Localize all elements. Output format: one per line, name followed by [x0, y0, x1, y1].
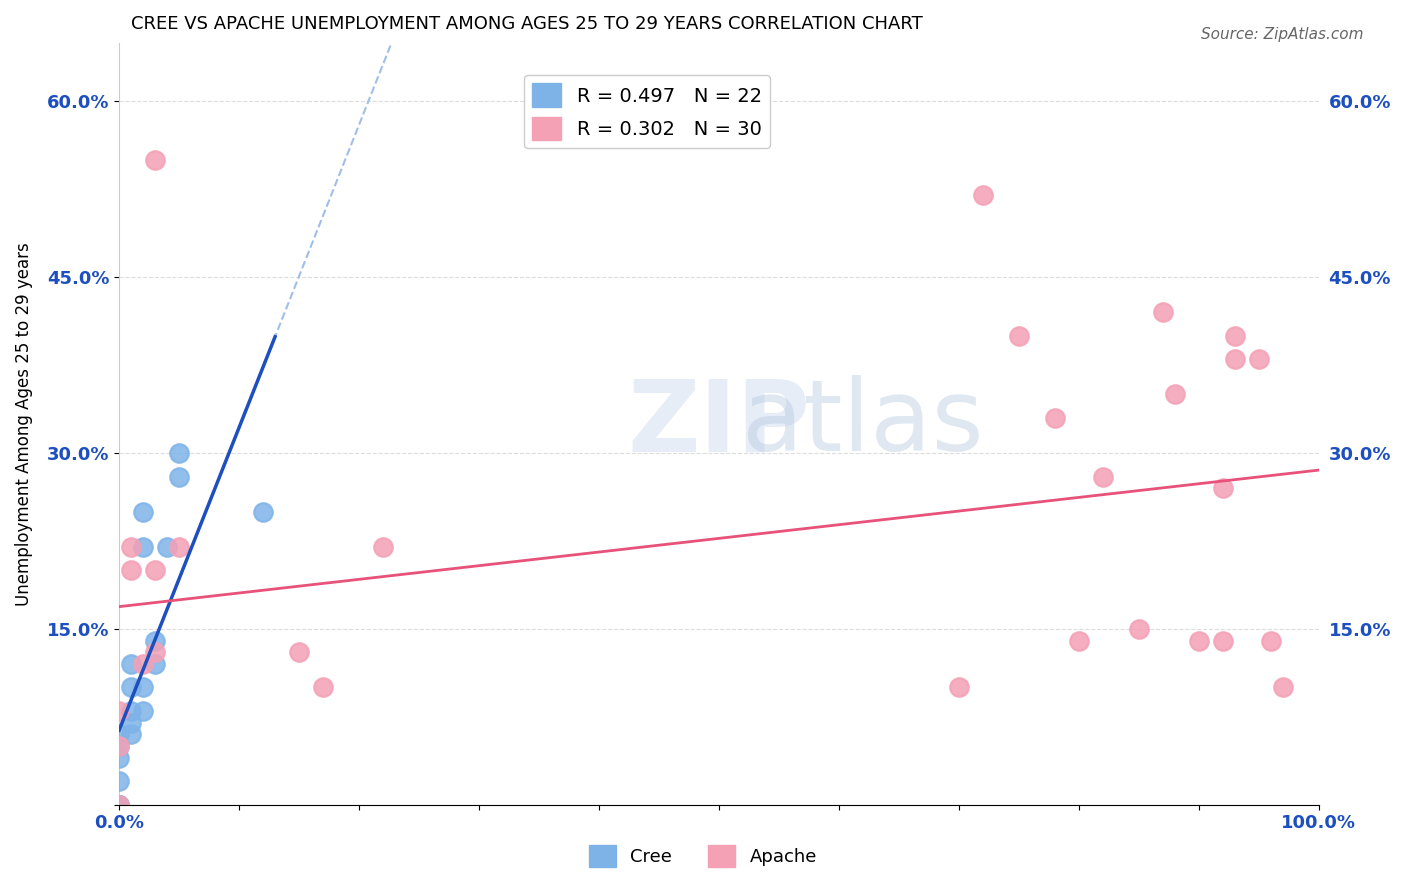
Point	[108, 727, 131, 741]
Point	[1008, 329, 1031, 343]
Point	[1260, 633, 1282, 648]
Point	[108, 739, 131, 753]
Point	[167, 469, 190, 483]
Point	[108, 797, 131, 812]
Text: atlas: atlas	[742, 376, 984, 472]
Text: Source: ZipAtlas.com: Source: ZipAtlas.com	[1201, 27, 1364, 42]
Point	[312, 681, 335, 695]
Point	[120, 704, 142, 718]
Text: CREE VS APACHE UNEMPLOYMENT AMONG AGES 25 TO 29 YEARS CORRELATION CHART: CREE VS APACHE UNEMPLOYMENT AMONG AGES 2…	[131, 15, 922, 33]
Point	[167, 540, 190, 554]
Point	[120, 681, 142, 695]
Point	[132, 704, 155, 718]
Point	[132, 505, 155, 519]
Point	[1128, 622, 1150, 636]
Point	[108, 704, 131, 718]
Point	[1152, 305, 1174, 319]
Point	[1223, 352, 1246, 367]
Point	[1188, 633, 1211, 648]
Point	[1212, 633, 1234, 648]
Point	[120, 540, 142, 554]
Point	[1223, 329, 1246, 343]
Point	[120, 715, 142, 730]
Point	[132, 540, 155, 554]
Point	[143, 645, 166, 659]
Point	[108, 751, 131, 765]
Point	[108, 797, 131, 812]
Legend: Cree, Apache: Cree, Apache	[582, 838, 824, 874]
Point	[948, 681, 970, 695]
Point	[120, 563, 142, 577]
Point	[143, 657, 166, 671]
Point	[156, 540, 179, 554]
Point	[1091, 469, 1114, 483]
Point	[1164, 387, 1187, 401]
Point	[120, 657, 142, 671]
Point	[143, 563, 166, 577]
Point	[1271, 681, 1294, 695]
Point	[108, 797, 131, 812]
Point	[1043, 411, 1066, 425]
Legend: R = 0.497   N = 22, R = 0.302   N = 30: R = 0.497 N = 22, R = 0.302 N = 30	[524, 76, 769, 148]
Point	[120, 727, 142, 741]
Point	[108, 739, 131, 753]
Point	[1247, 352, 1270, 367]
Point	[288, 645, 311, 659]
Point	[132, 657, 155, 671]
Text: ZIP: ZIP	[627, 376, 810, 472]
Point	[252, 505, 274, 519]
Point	[167, 446, 190, 460]
Point	[143, 153, 166, 167]
Point	[1212, 481, 1234, 495]
Point	[108, 797, 131, 812]
Y-axis label: Unemployment Among Ages 25 to 29 years: Unemployment Among Ages 25 to 29 years	[15, 242, 32, 606]
Point	[132, 681, 155, 695]
Point	[143, 633, 166, 648]
Point	[972, 188, 994, 202]
Point	[1067, 633, 1090, 648]
Point	[371, 540, 394, 554]
Point	[108, 774, 131, 789]
